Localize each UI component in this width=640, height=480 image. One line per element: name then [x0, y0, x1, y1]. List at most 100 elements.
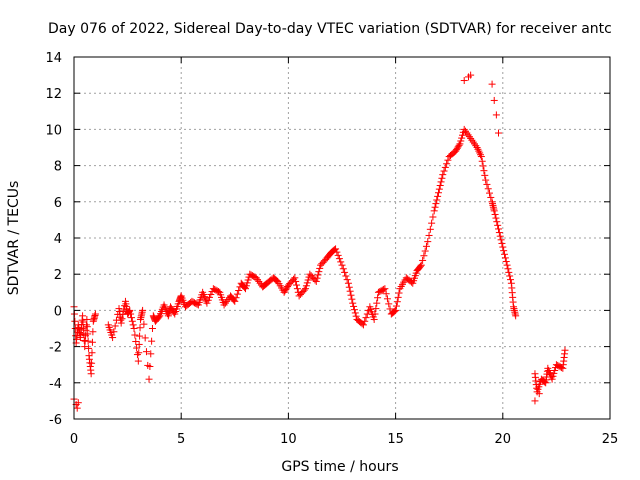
data-point [347, 291, 355, 299]
data-point [385, 300, 393, 308]
data-point [535, 390, 543, 398]
data-point [439, 171, 447, 179]
data-point [488, 80, 496, 88]
data-point [348, 295, 356, 303]
data-point [432, 200, 440, 208]
data-point [452, 147, 460, 155]
data-point [371, 310, 379, 318]
data-point [558, 364, 566, 372]
data-point [281, 287, 289, 295]
data-point [316, 264, 324, 272]
data-point [531, 397, 539, 405]
data-point [313, 274, 321, 282]
data-point [131, 331, 139, 339]
data-point [361, 317, 369, 325]
data-point [504, 265, 512, 273]
data-point [220, 301, 228, 309]
data-point [345, 283, 353, 291]
data-point [170, 309, 178, 317]
data-point [203, 299, 211, 307]
data-point [492, 214, 500, 222]
data-point [467, 71, 475, 79]
data-point [416, 262, 424, 270]
data-point [507, 276, 515, 284]
x-tick-label: 15 [387, 432, 404, 447]
x-tick-label: 10 [280, 432, 297, 447]
data-point [502, 258, 510, 266]
data-point [444, 156, 452, 164]
data-point [135, 340, 143, 348]
data-point [148, 337, 156, 345]
data-point [83, 323, 91, 331]
data-point [495, 129, 503, 137]
y-tick-label: 2 [54, 268, 62, 283]
data-point [334, 251, 342, 259]
data-point [493, 218, 501, 226]
data-point [73, 404, 81, 412]
data-point [127, 314, 135, 322]
data-point [351, 309, 359, 317]
data-point [130, 325, 138, 332]
x-tick-label: 5 [177, 432, 185, 447]
data-point [362, 314, 370, 322]
data-point [417, 261, 425, 269]
data-point [332, 245, 340, 253]
data-point [293, 285, 301, 293]
data-point [437, 178, 445, 186]
data-point [373, 299, 381, 307]
data-point [343, 276, 351, 284]
data-point [155, 313, 163, 321]
data-point [467, 134, 475, 142]
data-point [440, 167, 448, 175]
data-point [330, 246, 338, 254]
data-point [74, 399, 82, 407]
grid-lines [74, 57, 610, 419]
data-point [496, 232, 504, 240]
data-point [505, 268, 513, 276]
data-point [232, 294, 240, 302]
data-point [302, 285, 310, 293]
data-point [283, 284, 291, 292]
data-point [434, 192, 442, 200]
data-point [457, 137, 465, 145]
data-point [430, 207, 438, 215]
x-tick-label: 20 [495, 432, 512, 447]
data-point [80, 336, 88, 344]
data-point [474, 145, 482, 153]
data-point [91, 310, 99, 318]
data-point [291, 274, 299, 282]
data-point [168, 306, 176, 314]
data-point [233, 290, 241, 298]
data-point [148, 325, 156, 332]
data-point [454, 143, 462, 151]
data-point [548, 375, 556, 383]
data-point [280, 288, 288, 296]
data-point [492, 111, 500, 119]
data-point [142, 348, 150, 356]
data-point [312, 277, 320, 285]
data-point [147, 350, 155, 358]
data-point [382, 290, 390, 298]
data-point [390, 308, 398, 316]
data-point [438, 174, 446, 182]
data-point [136, 324, 144, 332]
data-point [419, 256, 427, 264]
data-point [476, 149, 484, 157]
data-point [501, 250, 509, 258]
data-point [359, 321, 367, 329]
data-point [133, 344, 141, 352]
y-tick-label: 12 [45, 87, 62, 102]
data-point [339, 265, 347, 273]
data-point [204, 296, 212, 304]
data-point [223, 297, 231, 305]
data-point [481, 171, 489, 179]
data-point [315, 268, 323, 276]
data-point [455, 141, 463, 149]
data-point [431, 203, 439, 211]
data-point [453, 144, 461, 152]
data-point [111, 322, 119, 330]
data-point [109, 334, 117, 342]
data-point [303, 279, 311, 287]
data-point [473, 144, 481, 151]
data-point [304, 276, 312, 284]
